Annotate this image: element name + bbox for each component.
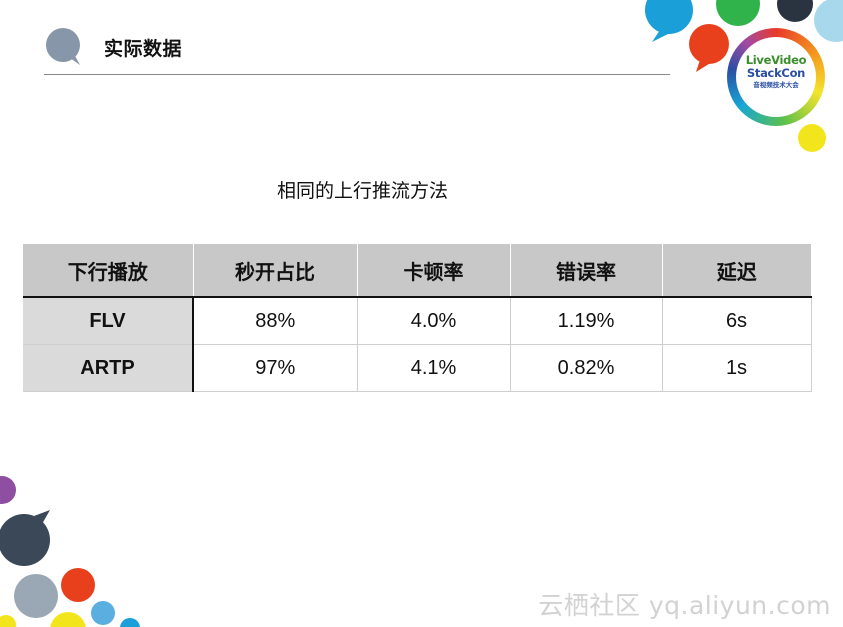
table-cell: 4.1%: [357, 344, 511, 392]
speech-bubble-icon: [46, 28, 80, 65]
column-header: 错误率: [510, 244, 663, 298]
bottom-left-bubbles: [0, 476, 140, 627]
header-divider: [44, 74, 670, 75]
table-cell: 88%: [193, 297, 358, 345]
table-cell: 0.82%: [510, 344, 663, 392]
column-header: 秒开占比: [193, 244, 358, 298]
table-cell: 6s: [662, 297, 812, 345]
logo-inner: [736, 37, 816, 117]
table-cell: 97%: [193, 344, 358, 392]
column-header: 下行播放: [23, 244, 194, 298]
table-cell: 1s: [662, 344, 812, 392]
table-row: FLV 88% 4.0% 1.19% 6s: [23, 297, 812, 345]
column-header: 卡顿率: [357, 244, 511, 298]
row-label: FLV: [23, 297, 194, 345]
table-caption: 相同的上行推流方法: [276, 180, 448, 202]
logo-text: LiveVideo StackCon 音视频技术大会: [727, 54, 825, 90]
table-header-row: 下行播放 秒开占比 卡顿率 错误率 延迟: [23, 244, 811, 298]
top-right-bubbles: [645, 0, 843, 152]
livevideostackcon-logo: LiveVideo StackCon 音视频技术大会: [727, 28, 825, 126]
results-table: 下行播放 秒开占比 卡顿率 错误率 延迟 FLV 88% 4.0% 1.19% …: [23, 244, 812, 392]
table-cell: 4.0%: [357, 297, 511, 345]
logo-line2: StackCon: [746, 66, 806, 80]
table-row: ARTP 97% 4.1% 0.82% 1s: [23, 344, 812, 392]
logo-line3: 音视频技术大会: [753, 81, 799, 89]
page-title: 实际数据: [104, 38, 183, 60]
logo-line1: LiveVideo: [745, 53, 807, 67]
watermark: 云栖社区 yq.aliyun.com: [538, 591, 831, 620]
row-label: ARTP: [23, 344, 194, 392]
table-cell: 1.19%: [510, 297, 663, 345]
column-header: 延迟: [662, 244, 811, 298]
